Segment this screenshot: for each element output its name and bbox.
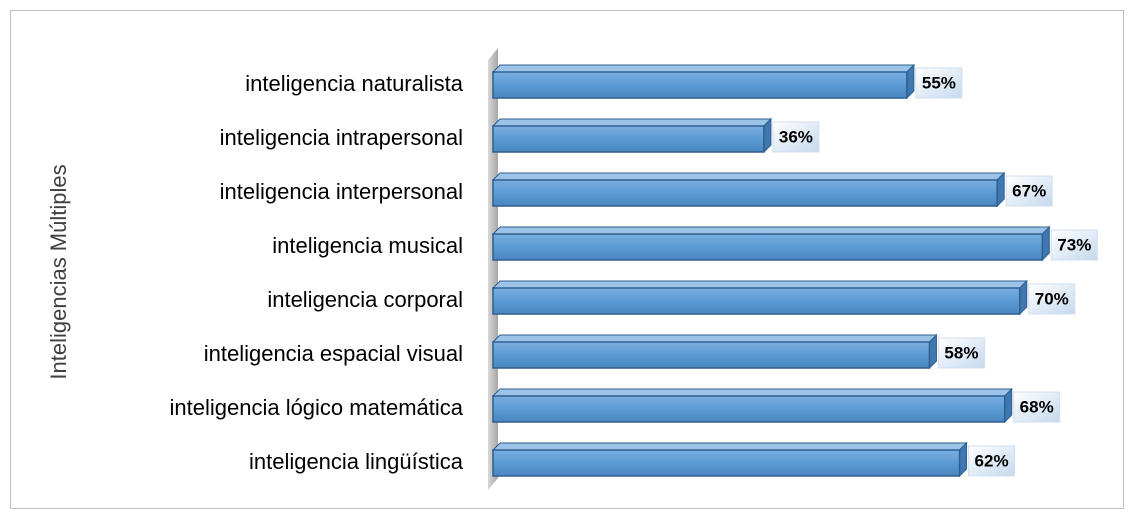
- category-label: inteligencia musical: [272, 233, 463, 258]
- value-label-box: [1028, 283, 1076, 315]
- value-label: 62%: [975, 451, 1009, 470]
- bar: [492, 125, 765, 153]
- bar-top: [491, 118, 773, 127]
- value-label-box: [1005, 175, 1053, 207]
- value-label-box: [772, 121, 820, 153]
- category-label: inteligencia naturalista: [245, 71, 463, 96]
- bar: [492, 449, 961, 477]
- value-label-box: [915, 67, 963, 99]
- bar: [492, 179, 998, 207]
- bar: [492, 71, 908, 99]
- bar-top: [491, 64, 916, 73]
- value-label-box: [1013, 391, 1061, 423]
- bar: [492, 233, 1044, 261]
- value-label-box: [1050, 229, 1098, 261]
- category-label: inteligencia intrapersonal: [220, 125, 463, 150]
- bar: [492, 395, 1006, 423]
- value-label: 70%: [1035, 289, 1069, 308]
- bar: [492, 287, 1021, 315]
- value-label: 67%: [1012, 181, 1046, 200]
- bar-top: [491, 334, 938, 343]
- category-label: inteligencia corporal: [267, 287, 463, 312]
- bar: [492, 341, 931, 369]
- value-label-box: [937, 337, 985, 369]
- value-label: 55%: [922, 73, 956, 92]
- bar-top: [491, 172, 1006, 181]
- bar-top: [491, 226, 1051, 235]
- bar-top: [491, 388, 1013, 397]
- category-label: inteligencia interpersonal: [220, 179, 463, 204]
- value-label-box: [968, 445, 1016, 477]
- bar-top: [491, 442, 968, 451]
- axis-title: Inteligencias Múltiples: [46, 164, 71, 379]
- back-wall: [488, 48, 498, 490]
- category-label: inteligencia lingüística: [249, 449, 464, 474]
- value-label: 73%: [1057, 235, 1091, 254]
- value-label: 68%: [1020, 397, 1054, 416]
- category-label: inteligencia espacial visual: [204, 341, 463, 366]
- bar-top: [491, 280, 1028, 289]
- category-label: inteligencia lógico matemática: [170, 395, 464, 420]
- value-label: 58%: [944, 343, 978, 362]
- value-label: 36%: [779, 127, 813, 146]
